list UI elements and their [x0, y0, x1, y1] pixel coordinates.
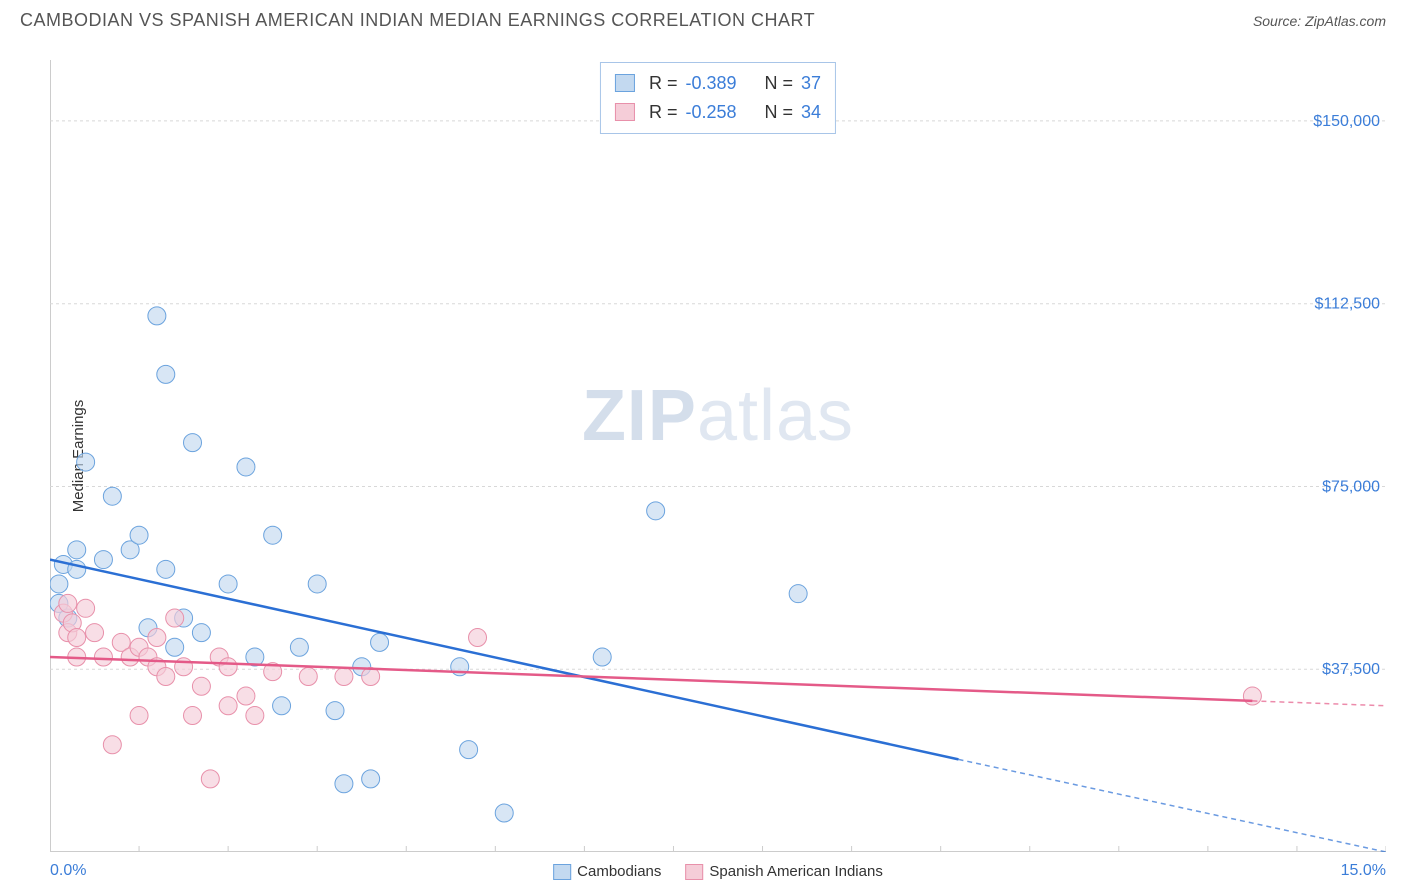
scatter-plot: $37,500 $75,000 $112,500 $150,000	[50, 60, 1386, 852]
chart-header: CAMBODIAN VS SPANISH AMERICAN INDIAN MED…	[0, 0, 1406, 39]
chart-source: Source: ZipAtlas.com	[1253, 13, 1386, 29]
swatch-spanish-icon	[615, 103, 635, 121]
svg-text:$37,500: $37,500	[1322, 661, 1380, 678]
chart-area: Median Earnings $37,500$75,000$112,500$1…	[50, 60, 1386, 852]
stat-R-label: R =	[649, 69, 678, 98]
stat-R-cambodians: -0.389	[685, 69, 736, 98]
stat-N-label: N =	[765, 69, 794, 98]
x-axis-min-label: 0.0%	[50, 862, 86, 880]
legend-item-cambodians: Cambodians	[553, 863, 661, 880]
svg-text:$112,500: $112,500	[1314, 296, 1380, 313]
stats-row-spanish: R = -0.258 N = 34	[615, 98, 821, 127]
x-axis-max-label: 15.0%	[1341, 862, 1386, 880]
stat-R-label: R =	[649, 98, 678, 127]
source-link[interactable]: ZipAtlas.com	[1305, 13, 1386, 29]
svg-text:$150,000: $150,000	[1313, 113, 1380, 130]
legend-item-spanish: Spanish American Indians	[685, 863, 882, 880]
legend-label-cambodians: Cambodians	[577, 863, 661, 880]
swatch-cambodians-icon	[615, 74, 635, 92]
stats-legend: R = -0.389 N = 37 R = -0.258 N = 34	[600, 62, 836, 134]
source-prefix: Source:	[1253, 13, 1305, 29]
legend-label-spanish: Spanish American Indians	[709, 863, 882, 880]
swatch-spanish-icon	[685, 864, 703, 880]
svg-text:$75,000: $75,000	[1322, 478, 1380, 495]
chart-title: CAMBODIAN VS SPANISH AMERICAN INDIAN MED…	[20, 10, 815, 31]
stat-R-spanish: -0.258	[685, 98, 736, 127]
stat-N-spanish: 34	[801, 98, 821, 127]
stats-row-cambodians: R = -0.389 N = 37	[615, 69, 821, 98]
stat-N-cambodians: 37	[801, 69, 821, 98]
footer-legend: Cambodians Spanish American Indians	[553, 863, 883, 880]
stat-N-label: N =	[765, 98, 794, 127]
swatch-cambodians-icon	[553, 864, 571, 880]
